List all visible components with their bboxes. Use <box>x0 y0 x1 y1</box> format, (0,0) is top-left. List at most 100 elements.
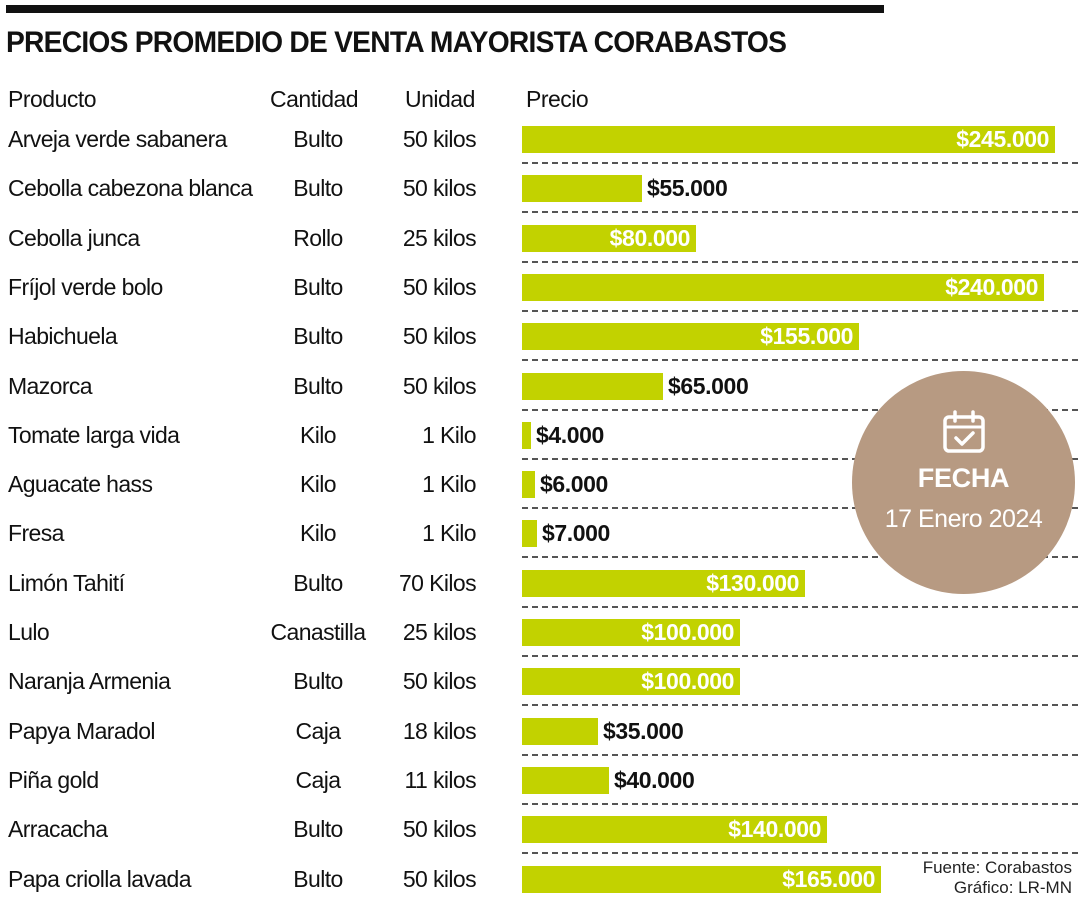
row-separator <box>522 211 1078 214</box>
quantity-type: Bulto <box>293 668 343 695</box>
unit-size: 25 kilos <box>402 224 477 251</box>
source-credit: Fuente: Corabastos <box>922 858 1072 877</box>
row-separator <box>522 556 1078 559</box>
product-name: Tomate larga vida <box>8 421 180 448</box>
table-row: Limón Tahití Bulto 70 Kilos $130.000 <box>0 568 1080 617</box>
table-row: Papa criolla lavada Bulto 50 kilos $165.000 <box>0 864 1080 913</box>
quantity-type: Bulto <box>293 175 343 202</box>
row-separator <box>522 605 1078 608</box>
unit-size: 50 kilos <box>402 126 477 152</box>
product-name: Habichuela <box>8 323 118 350</box>
row-separator <box>522 852 1078 855</box>
unit-size: 1 Kilo <box>422 520 477 547</box>
price-label: $100.000 <box>641 619 734 645</box>
price-label: $40.000 <box>614 766 695 793</box>
quantity-type: Bulto <box>293 323 343 350</box>
table-row: Papya Maradol Caja 18 kilos $35.000 <box>0 716 1080 765</box>
graphic-credit: Gráfico: LR-MN <box>953 878 1072 897</box>
unit-size: 50 kilos <box>402 816 477 843</box>
product-name: Papya Maradol <box>8 717 156 744</box>
row-separator <box>522 704 1078 707</box>
quantity-type: Bulto <box>293 569 343 596</box>
product-name: Papa criolla lavada <box>8 865 192 892</box>
calendar-check-icon <box>943 410 985 453</box>
table-row: Piña gold Caja 11 kilos $40.000 <box>0 765 1080 814</box>
unit-size: 50 kilos <box>402 668 477 695</box>
price-label: $240.000 <box>945 273 1038 300</box>
price-bar <box>522 520 537 548</box>
product-name: Arracacha <box>8 816 108 843</box>
header-producto: Producto <box>8 86 97 112</box>
price-bar <box>522 175 642 203</box>
price-bar <box>522 668 740 696</box>
price-bar <box>522 421 531 449</box>
table-row: Arveja verde sabanera Bulto 50 kilos $245.0… <box>0 124 1080 173</box>
product-name: Cebolla cabezona blanca <box>8 175 253 202</box>
table-row: Cebolla junca Rollo 25 kilos $80.000 <box>0 223 1080 272</box>
price-label: $4.000 <box>536 421 604 448</box>
price-label: $65.000 <box>668 372 749 399</box>
price-label: $55.000 <box>647 175 728 202</box>
row-separator <box>522 507 1078 510</box>
price-bar <box>522 569 805 597</box>
row-separator <box>522 309 1078 312</box>
table-row: Fríjol verde bolo Bulto 50 kilos $240.000 <box>0 272 1080 321</box>
price-bar <box>522 323 859 351</box>
product-name: Fríjol verde bolo <box>8 273 163 300</box>
price-bar <box>522 865 881 893</box>
quantity-type: Rollo <box>293 224 343 251</box>
table-row: Arracacha Bulto 50 kilos $140.000 <box>0 814 1080 863</box>
quantity-type: Bulto <box>293 126 343 152</box>
badge-date: 17 Enero 2024 <box>884 505 1043 533</box>
quantity-type: Kilo <box>300 421 337 448</box>
price-label: $100.000 <box>641 668 734 695</box>
product-name: Cebolla junca <box>8 224 140 251</box>
price-bar <box>522 273 1044 301</box>
row-separator <box>522 753 1078 756</box>
table-row: Fresa Kilo 1 Kilo $7.000 <box>0 518 1080 567</box>
product-name: Aguacate hass <box>8 471 153 498</box>
quantity-type: Kilo <box>300 471 337 498</box>
row-separator <box>522 162 1078 164</box>
quantity-type: Bulto <box>293 372 343 399</box>
price-label: $245.000 <box>956 126 1049 152</box>
row-separator <box>522 408 1078 411</box>
badge-label: FECHA <box>917 463 1010 493</box>
price-label: $7.000 <box>542 520 610 547</box>
header-cantidad: Cantidad <box>270 86 359 112</box>
unit-size: 50 kilos <box>402 865 477 892</box>
row-separator <box>522 260 1078 263</box>
chart-title: PRECIOS PROMEDIO DE VENTA MAYORISTA CORA… <box>6 26 787 59</box>
unit-size: 70 Kilos <box>398 569 477 596</box>
table-row: Aguacate hass Kilo 1 Kilo $6.000 <box>0 469 1080 518</box>
table-row: Tomate larga vida Kilo 1 Kilo $4.000 <box>0 420 1080 469</box>
unit-size: 1 Kilo <box>422 471 477 498</box>
product-name: Arveja verde sabanera <box>8 126 227 152</box>
table-row: Mazorca Bulto 50 kilos $65.000 <box>0 371 1080 420</box>
unit-size: 1 Kilo <box>422 421 477 448</box>
price-bar <box>522 717 598 745</box>
price-label: $140.000 <box>728 816 821 843</box>
row-separator <box>522 655 1078 657</box>
unit-size: 50 kilos <box>402 175 477 202</box>
unit-size: 25 kilos <box>402 619 477 645</box>
price-label: $35.000 <box>603 717 684 744</box>
header-unidad: Unidad <box>405 86 475 112</box>
credits: Fuente: Corabastos Gráfico: LR-MN <box>923 858 1072 898</box>
product-name: Piña gold <box>8 766 99 793</box>
quantity-type: Kilo <box>300 520 337 547</box>
quantity-type: Bulto <box>293 865 343 892</box>
quantity-type: Caja <box>295 766 342 793</box>
price-label: $130.000 <box>706 569 799 596</box>
price-bar <box>522 126 1055 153</box>
row-separator <box>522 359 1078 362</box>
unit-size: 18 kilos <box>402 717 477 744</box>
unit-size: 11 kilos <box>404 766 477 793</box>
quantity-type: Bulto <box>293 273 343 300</box>
header-precio: Precio <box>526 86 589 112</box>
top-rule <box>6 5 884 13</box>
price-label: $165.000 <box>782 865 875 892</box>
price-label: $80.000 <box>609 224 691 251</box>
row-separator <box>522 457 1078 460</box>
table-row: Naranja Armenia Bulto 50 kilos $100.000 <box>0 666 1080 715</box>
